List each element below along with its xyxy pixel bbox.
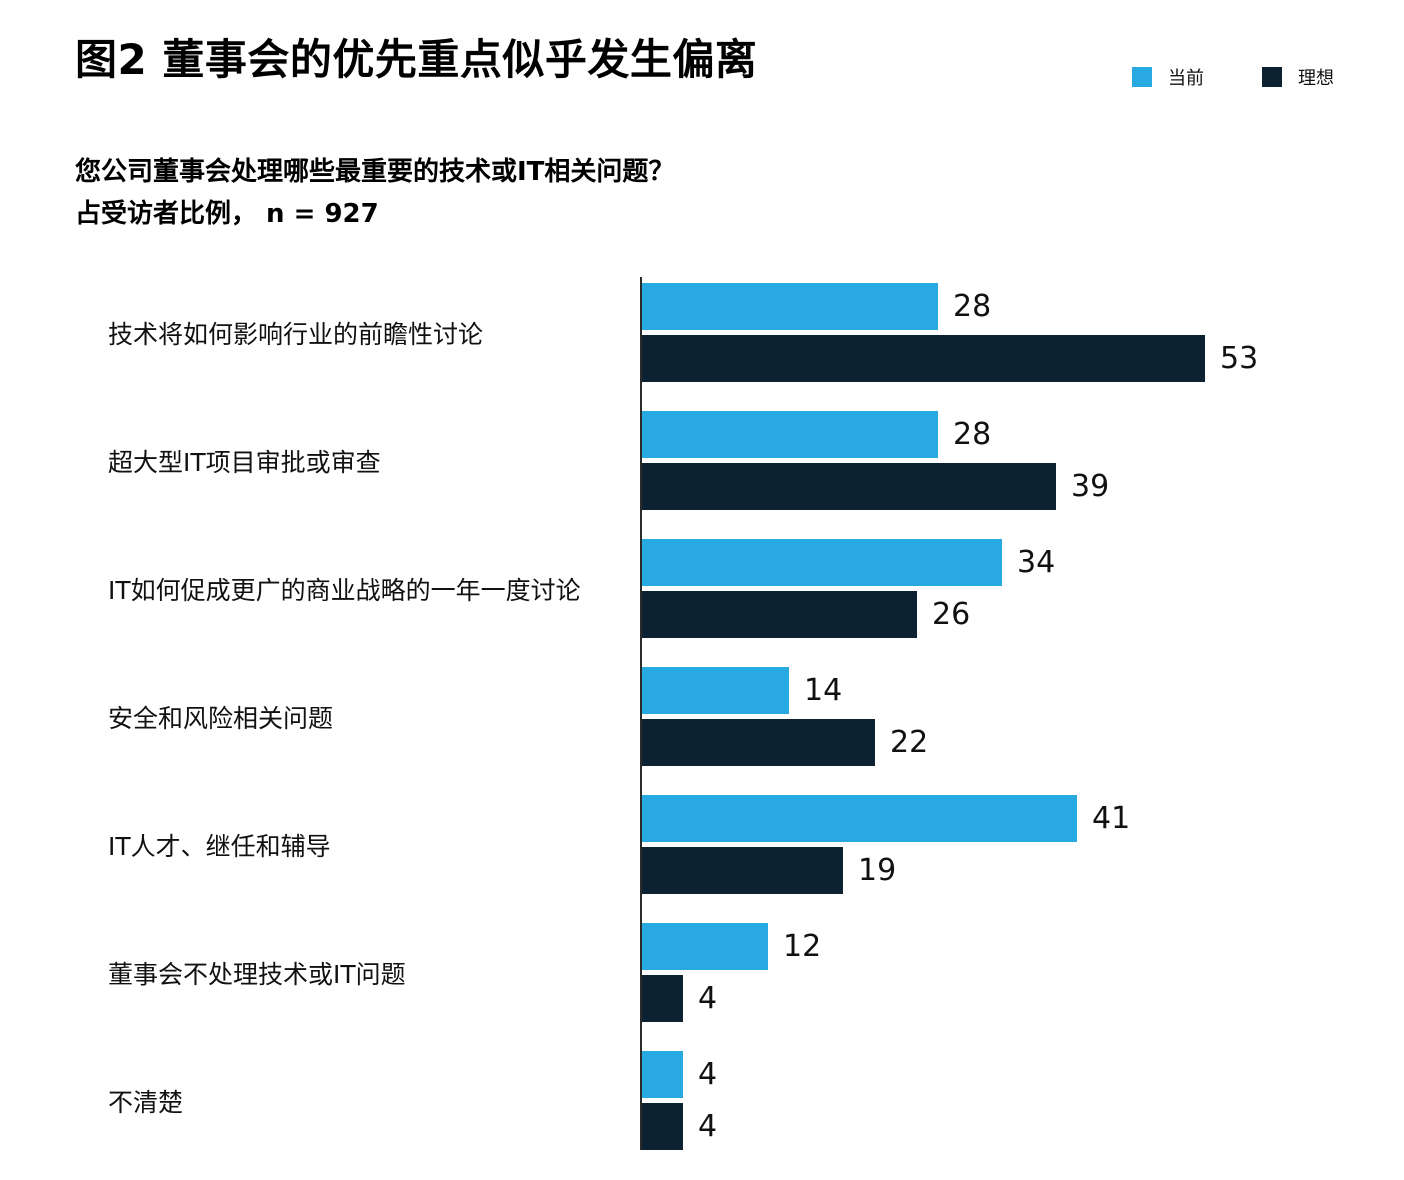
group-bars: 12 4 <box>640 923 1344 1023</box>
category-label: IT如何促成更广的商业战略的一年一度讨论 <box>108 575 581 605</box>
chart-group: 安全和风险相关问题 14 22 <box>75 667 1344 767</box>
category-label: 技术将如何影响行业的前瞻性讨论 <box>108 319 484 349</box>
bar-line-理想: 39 <box>640 463 1344 511</box>
bar-line-当前: 28 <box>640 411 1344 459</box>
bar-当前 <box>640 283 938 331</box>
bar-line-理想: 4 <box>640 1103 1344 1151</box>
chart-group: 技术将如何影响行业的前瞻性讨论 28 53 <box>75 283 1344 383</box>
bar-line-当前: 4 <box>640 1051 1344 1099</box>
bar-line-当前: 12 <box>640 923 1344 971</box>
group-bars: 28 39 <box>640 411 1344 511</box>
category-label: 不清楚 <box>108 1087 184 1117</box>
chart-legend: 当前 理想 <box>1132 64 1334 90</box>
bar-value-label: 4 <box>698 1109 718 1145</box>
bar-value-label: 12 <box>783 929 822 965</box>
bar-value-label: 41 <box>1092 801 1131 837</box>
figure-header: 图2 董事会的优先重点似乎发生偏离 当前 理想 <box>75 35 1344 90</box>
bar-line-当前: 14 <box>640 667 1344 715</box>
bar-当前 <box>640 923 768 971</box>
bar-理想 <box>640 463 1056 511</box>
group-bars: 41 19 <box>640 795 1344 895</box>
bar-当前 <box>640 411 938 459</box>
figure-subtitle: 您公司董事会处理哪些最重要的技术或IT相关问题？ 占受访者比例， n = 927 <box>75 152 1344 235</box>
group-bars: 28 53 <box>640 283 1344 383</box>
bar-理想 <box>640 1103 683 1151</box>
bar-value-label: 22 <box>890 725 929 761</box>
category-label: IT人才、继任和辅导 <box>108 831 331 861</box>
chart-group: 不清楚 4 4 <box>75 1051 1344 1151</box>
bar-value-label: 39 <box>1071 469 1110 505</box>
chart-group: IT如何促成更广的商业战略的一年一度讨论 34 26 <box>75 539 1344 639</box>
bar-value-label: 26 <box>932 597 971 633</box>
bar-理想 <box>640 591 917 639</box>
category-label: 超大型IT项目审批或审查 <box>108 447 381 477</box>
chart-groups: 技术将如何影响行业的前瞻性讨论 28 53 超大型IT项目审批或审查 28 39 IT如何促… <box>75 283 1344 1151</box>
chart-axis-line <box>640 277 642 1151</box>
bar-value-label: 28 <box>953 289 992 325</box>
bar-line-理想: 4 <box>640 975 1344 1023</box>
subtitle-question: 您公司董事会处理哪些最重要的技术或IT相关问题？ <box>75 157 675 187</box>
bar-理想 <box>640 335 1205 383</box>
bar-line-当前: 41 <box>640 795 1344 843</box>
bar-value-label: 4 <box>698 1057 718 1093</box>
subtitle-sample-size: 占受访者比例， n = 927 <box>75 198 379 229</box>
category-label: 董事会不处理技术或IT问题 <box>108 959 406 989</box>
legend-label: 当前 <box>1168 68 1204 89</box>
bar-line-理想: 19 <box>640 847 1344 895</box>
figure-title: 图2 董事会的优先重点似乎发生偏离 <box>75 35 758 84</box>
legend-item-理想: 理想 <box>1262 64 1334 90</box>
chart-group: IT人才、继任和辅导 41 19 <box>75 795 1344 895</box>
bar-理想 <box>640 719 875 767</box>
bar-line-当前: 28 <box>640 283 1344 331</box>
legend-swatch-icon <box>1262 67 1282 87</box>
bar-当前 <box>640 795 1077 843</box>
legend-swatch-icon <box>1132 67 1152 87</box>
bar-value-label: 28 <box>953 417 992 453</box>
legend-label: 理想 <box>1298 68 1334 89</box>
bar-理想 <box>640 975 683 1023</box>
chart-group: 董事会不处理技术或IT问题 12 4 <box>75 923 1344 1023</box>
chart-group: 超大型IT项目审批或审查 28 39 <box>75 411 1344 511</box>
bar-line-当前: 34 <box>640 539 1344 587</box>
bar-value-label: 4 <box>698 981 718 1017</box>
bar-当前 <box>640 539 1002 587</box>
category-label: 安全和风险相关问题 <box>108 703 334 733</box>
bar-value-label: 34 <box>1017 545 1056 581</box>
bar-value-label: 53 <box>1220 341 1259 377</box>
bar-value-label: 19 <box>858 853 897 889</box>
bar-理想 <box>640 847 843 895</box>
group-bars: 34 26 <box>640 539 1344 639</box>
legend-item-当前: 当前 <box>1132 64 1204 90</box>
bar-当前 <box>640 1051 683 1099</box>
group-bars: 14 22 <box>640 667 1344 767</box>
bar-line-理想: 26 <box>640 591 1344 639</box>
bar-当前 <box>640 667 789 715</box>
bar-chart: 技术将如何影响行业的前瞻性讨论 28 53 超大型IT项目审批或审查 28 39 IT如何促… <box>75 277 1344 1151</box>
bar-value-label: 14 <box>804 673 843 709</box>
bar-line-理想: 53 <box>640 335 1344 383</box>
bar-line-理想: 22 <box>640 719 1344 767</box>
